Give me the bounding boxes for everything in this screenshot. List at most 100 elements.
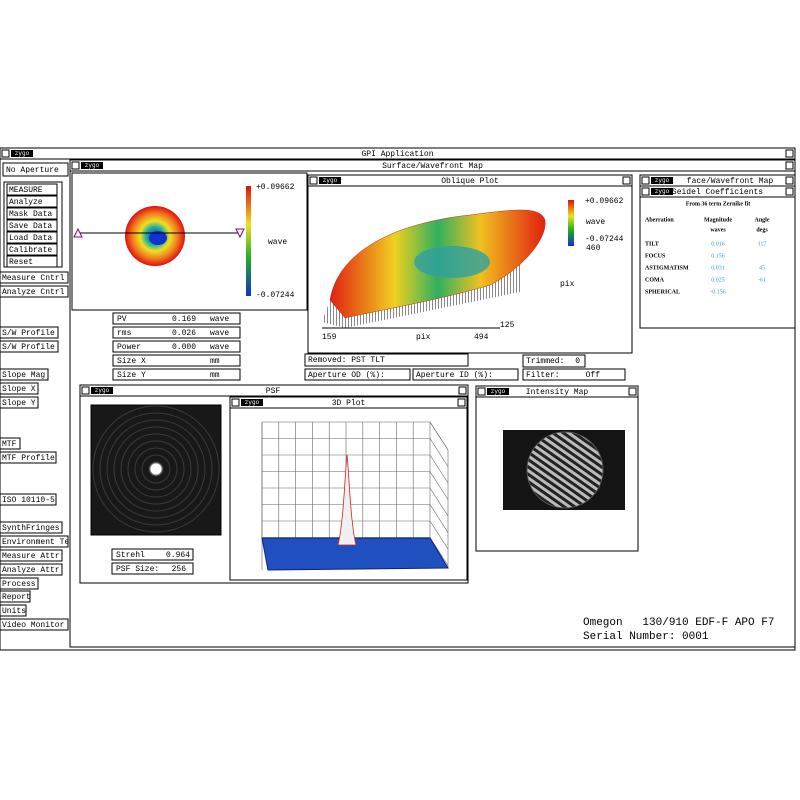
result-unit: wave: [210, 315, 229, 324]
psf-ring: [141, 454, 171, 484]
axis-label: pix: [560, 280, 575, 289]
strehl-field: [111, 548, 194, 561]
psf-peak: [149, 462, 163, 476]
button[interactable]: [6, 255, 58, 268]
button[interactable]: [0, 577, 39, 590]
button[interactable]: [0, 382, 39, 395]
window-menu-icon: [309, 176, 318, 185]
color-unit: wave: [268, 238, 287, 247]
button[interactable]: [6, 219, 58, 232]
header: Aberration: [645, 217, 674, 223]
button[interactable]: [6, 231, 58, 244]
button[interactable]: [0, 549, 63, 562]
button[interactable]: [0, 521, 63, 534]
psf-ring: [148, 461, 164, 477]
window-resize-icon[interactable]: [458, 386, 467, 395]
button-label: SynthFringes: [2, 524, 60, 533]
wireframe: [429, 471, 449, 500]
aberration-magnitude: 0.156: [711, 253, 725, 259]
window-menu-icon: [81, 386, 90, 395]
window-title: face/Wavefront Map: [687, 177, 774, 186]
logo: zygo: [95, 387, 110, 394]
title-bar: [0, 147, 796, 160]
aberration-magnitude: 0.025: [711, 277, 725, 283]
window-resize-icon[interactable]: [785, 176, 794, 185]
axis-label: 159: [322, 333, 337, 342]
button[interactable]: [0, 618, 69, 631]
window-title: Surface/Wavefront Map: [382, 162, 483, 171]
window-title: 3D Plot: [332, 399, 366, 408]
psf-size-label: PSF Size:: [116, 565, 159, 574]
button-label: Load Data: [9, 234, 52, 243]
button[interactable]: [0, 437, 21, 450]
button[interactable]: [0, 368, 49, 381]
header: Angle: [755, 217, 770, 223]
aperture-button[interactable]: [2, 162, 69, 177]
window-menu-icon: [71, 161, 80, 170]
button[interactable]: [0, 451, 57, 464]
fringe-pattern: [526, 431, 604, 509]
aberration-name: SPHERICAL: [645, 289, 680, 295]
result-label: Size X: [117, 357, 146, 366]
psf-size-value: 256: [172, 565, 187, 574]
button-label: Save Data: [9, 222, 52, 231]
aperture-od-field: [304, 368, 411, 381]
button-label: Report: [2, 593, 31, 602]
window-resize-icon[interactable]: [628, 387, 637, 396]
button[interactable]: [0, 493, 57, 506]
button[interactable]: [6, 207, 58, 220]
result-value: 0.000: [172, 343, 196, 352]
button[interactable]: [0, 535, 69, 548]
window-resize-icon[interactable]: [785, 149, 794, 158]
seidel-window: [639, 185, 796, 329]
floor: [261, 537, 449, 571]
window-resize-icon[interactable]: [785, 161, 794, 170]
axis-label: 460: [586, 244, 601, 253]
logo: zygo: [85, 162, 100, 169]
window-resize-icon[interactable]: [785, 187, 794, 196]
aperture-od: Aperture OD (%):: [308, 371, 385, 380]
strehl-label: Strehl: [116, 551, 145, 560]
logo: zygo: [15, 150, 30, 157]
button-label: MEASURE: [9, 186, 43, 195]
trimmed-value: 0: [575, 357, 580, 366]
psf-ring: [120, 433, 192, 505]
button[interactable]: [0, 590, 31, 603]
result-field: [112, 354, 241, 367]
window-title: Seidel Coefficients: [672, 188, 763, 197]
button[interactable]: [0, 396, 39, 409]
result-field: [112, 326, 241, 339]
window-resize-icon[interactable]: [622, 176, 631, 185]
psf-ring: [113, 426, 199, 512]
wireframe: [429, 487, 449, 517]
window-resize-icon[interactable]: [457, 398, 466, 407]
button[interactable]: [0, 604, 27, 617]
result-label: rms: [117, 329, 132, 338]
logo-badge: [651, 177, 673, 184]
button-label: S/W Profile: [2, 329, 55, 338]
window-title: PSF: [266, 387, 281, 396]
button[interactable]: [0, 563, 63, 576]
button[interactable]: [0, 271, 69, 284]
aperture-label: No Aperture: [6, 166, 59, 175]
aberration-angle: 45: [759, 265, 765, 271]
logo: zygo: [655, 177, 670, 184]
aberration-magnitude: 0.031: [711, 265, 725, 271]
logo-badge: [487, 388, 509, 395]
button[interactable]: [0, 340, 59, 353]
button-label: Slope Y: [2, 399, 36, 408]
aberration-magnitude: 0.016: [711, 241, 725, 247]
header: Magnitude: [704, 217, 732, 223]
psf-ring: [134, 447, 178, 491]
button[interactable]: [0, 285, 69, 298]
button[interactable]: [6, 243, 58, 256]
window-title: Intensity Map: [526, 388, 589, 397]
logo-badge: [11, 150, 33, 157]
result-unit: wave: [210, 329, 229, 338]
button[interactable]: [6, 195, 58, 208]
button[interactable]: [6, 183, 58, 196]
window-title: GPI Application: [361, 150, 433, 159]
logo-badge: [651, 188, 673, 195]
button-label: Mask Data: [9, 210, 52, 219]
button[interactable]: [0, 326, 59, 339]
